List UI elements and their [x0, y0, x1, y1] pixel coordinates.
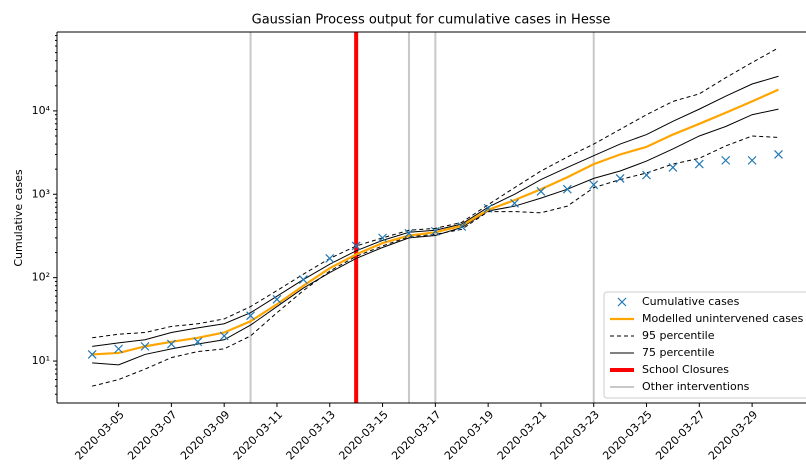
case-marker — [193, 337, 203, 347]
percentile-line — [92, 135, 779, 387]
case-marker — [166, 339, 176, 349]
x-tick-label: 2020-03-09 — [178, 408, 232, 462]
case-marker — [219, 331, 229, 341]
case-marker — [642, 170, 651, 180]
case-marker — [589, 180, 599, 190]
x-tick-label: 2020-03-29 — [706, 408, 760, 462]
case-marker — [246, 311, 255, 321]
x-tick-label: 2020-03-07 — [125, 408, 179, 462]
case-marker — [430, 226, 440, 236]
y-tick-label: 10¹ — [32, 354, 50, 367]
case-marker — [272, 294, 282, 304]
case-marker — [615, 173, 625, 183]
legend-marker — [617, 297, 627, 307]
case-marker — [774, 150, 783, 159]
model-line — [92, 88, 779, 356]
case-marker — [351, 241, 361, 251]
x-tick-label: 2020-03-05 — [72, 408, 126, 462]
case-marker — [404, 228, 414, 238]
case-marker — [694, 159, 704, 169]
case-marker — [668, 162, 678, 172]
case-marker — [747, 155, 757, 165]
chart-title: Gaussian Process output for cumulative c… — [252, 13, 611, 28]
case-marker — [140, 341, 150, 351]
percentile-line — [92, 47, 779, 339]
y-axis-label: Cumulative cases — [12, 169, 25, 267]
x-tick-label: 2020-03-17 — [389, 408, 443, 462]
case-marker — [87, 350, 97, 359]
case-marker — [510, 198, 519, 208]
x-tick-label: 2020-03-15 — [336, 408, 390, 462]
case-marker — [378, 233, 387, 243]
x-tick-label: 2020-03-13 — [284, 408, 338, 462]
legend-label: 75 percentile — [642, 346, 715, 359]
x-tick-label: 2020-03-19 — [442, 408, 496, 462]
case-marker — [325, 254, 335, 263]
legend-label: Cumulative cases — [642, 295, 740, 308]
x-tick-label: 2020-03-11 — [231, 408, 285, 462]
legend-label: School Closures — [642, 363, 729, 376]
case-marker — [114, 344, 124, 354]
x-tick-label: 2020-03-23 — [548, 408, 602, 462]
percentile-line — [92, 108, 779, 366]
legend-box — [603, 291, 806, 399]
case-marker — [721, 155, 731, 165]
legend-label: 95 percentile — [642, 329, 715, 342]
case-marker — [457, 222, 467, 231]
x-tick-label: 2020-03-25 — [600, 408, 654, 462]
y-tick-label: 10² — [32, 271, 50, 284]
case-marker — [536, 187, 546, 196]
y-tick-label: 10⁴ — [32, 104, 51, 117]
x-tick-label: 2020-03-27 — [653, 408, 707, 462]
case-marker — [562, 184, 572, 194]
x-tick-label: 2020-03-21 — [495, 408, 549, 462]
percentile-line — [92, 75, 779, 347]
legend-label: Other interventions — [642, 380, 750, 393]
legend-label: Modelled unintervened cases — [642, 312, 804, 325]
case-marker — [298, 275, 308, 284]
y-tick-label: 10³ — [32, 187, 50, 200]
case-marker — [483, 203, 493, 213]
